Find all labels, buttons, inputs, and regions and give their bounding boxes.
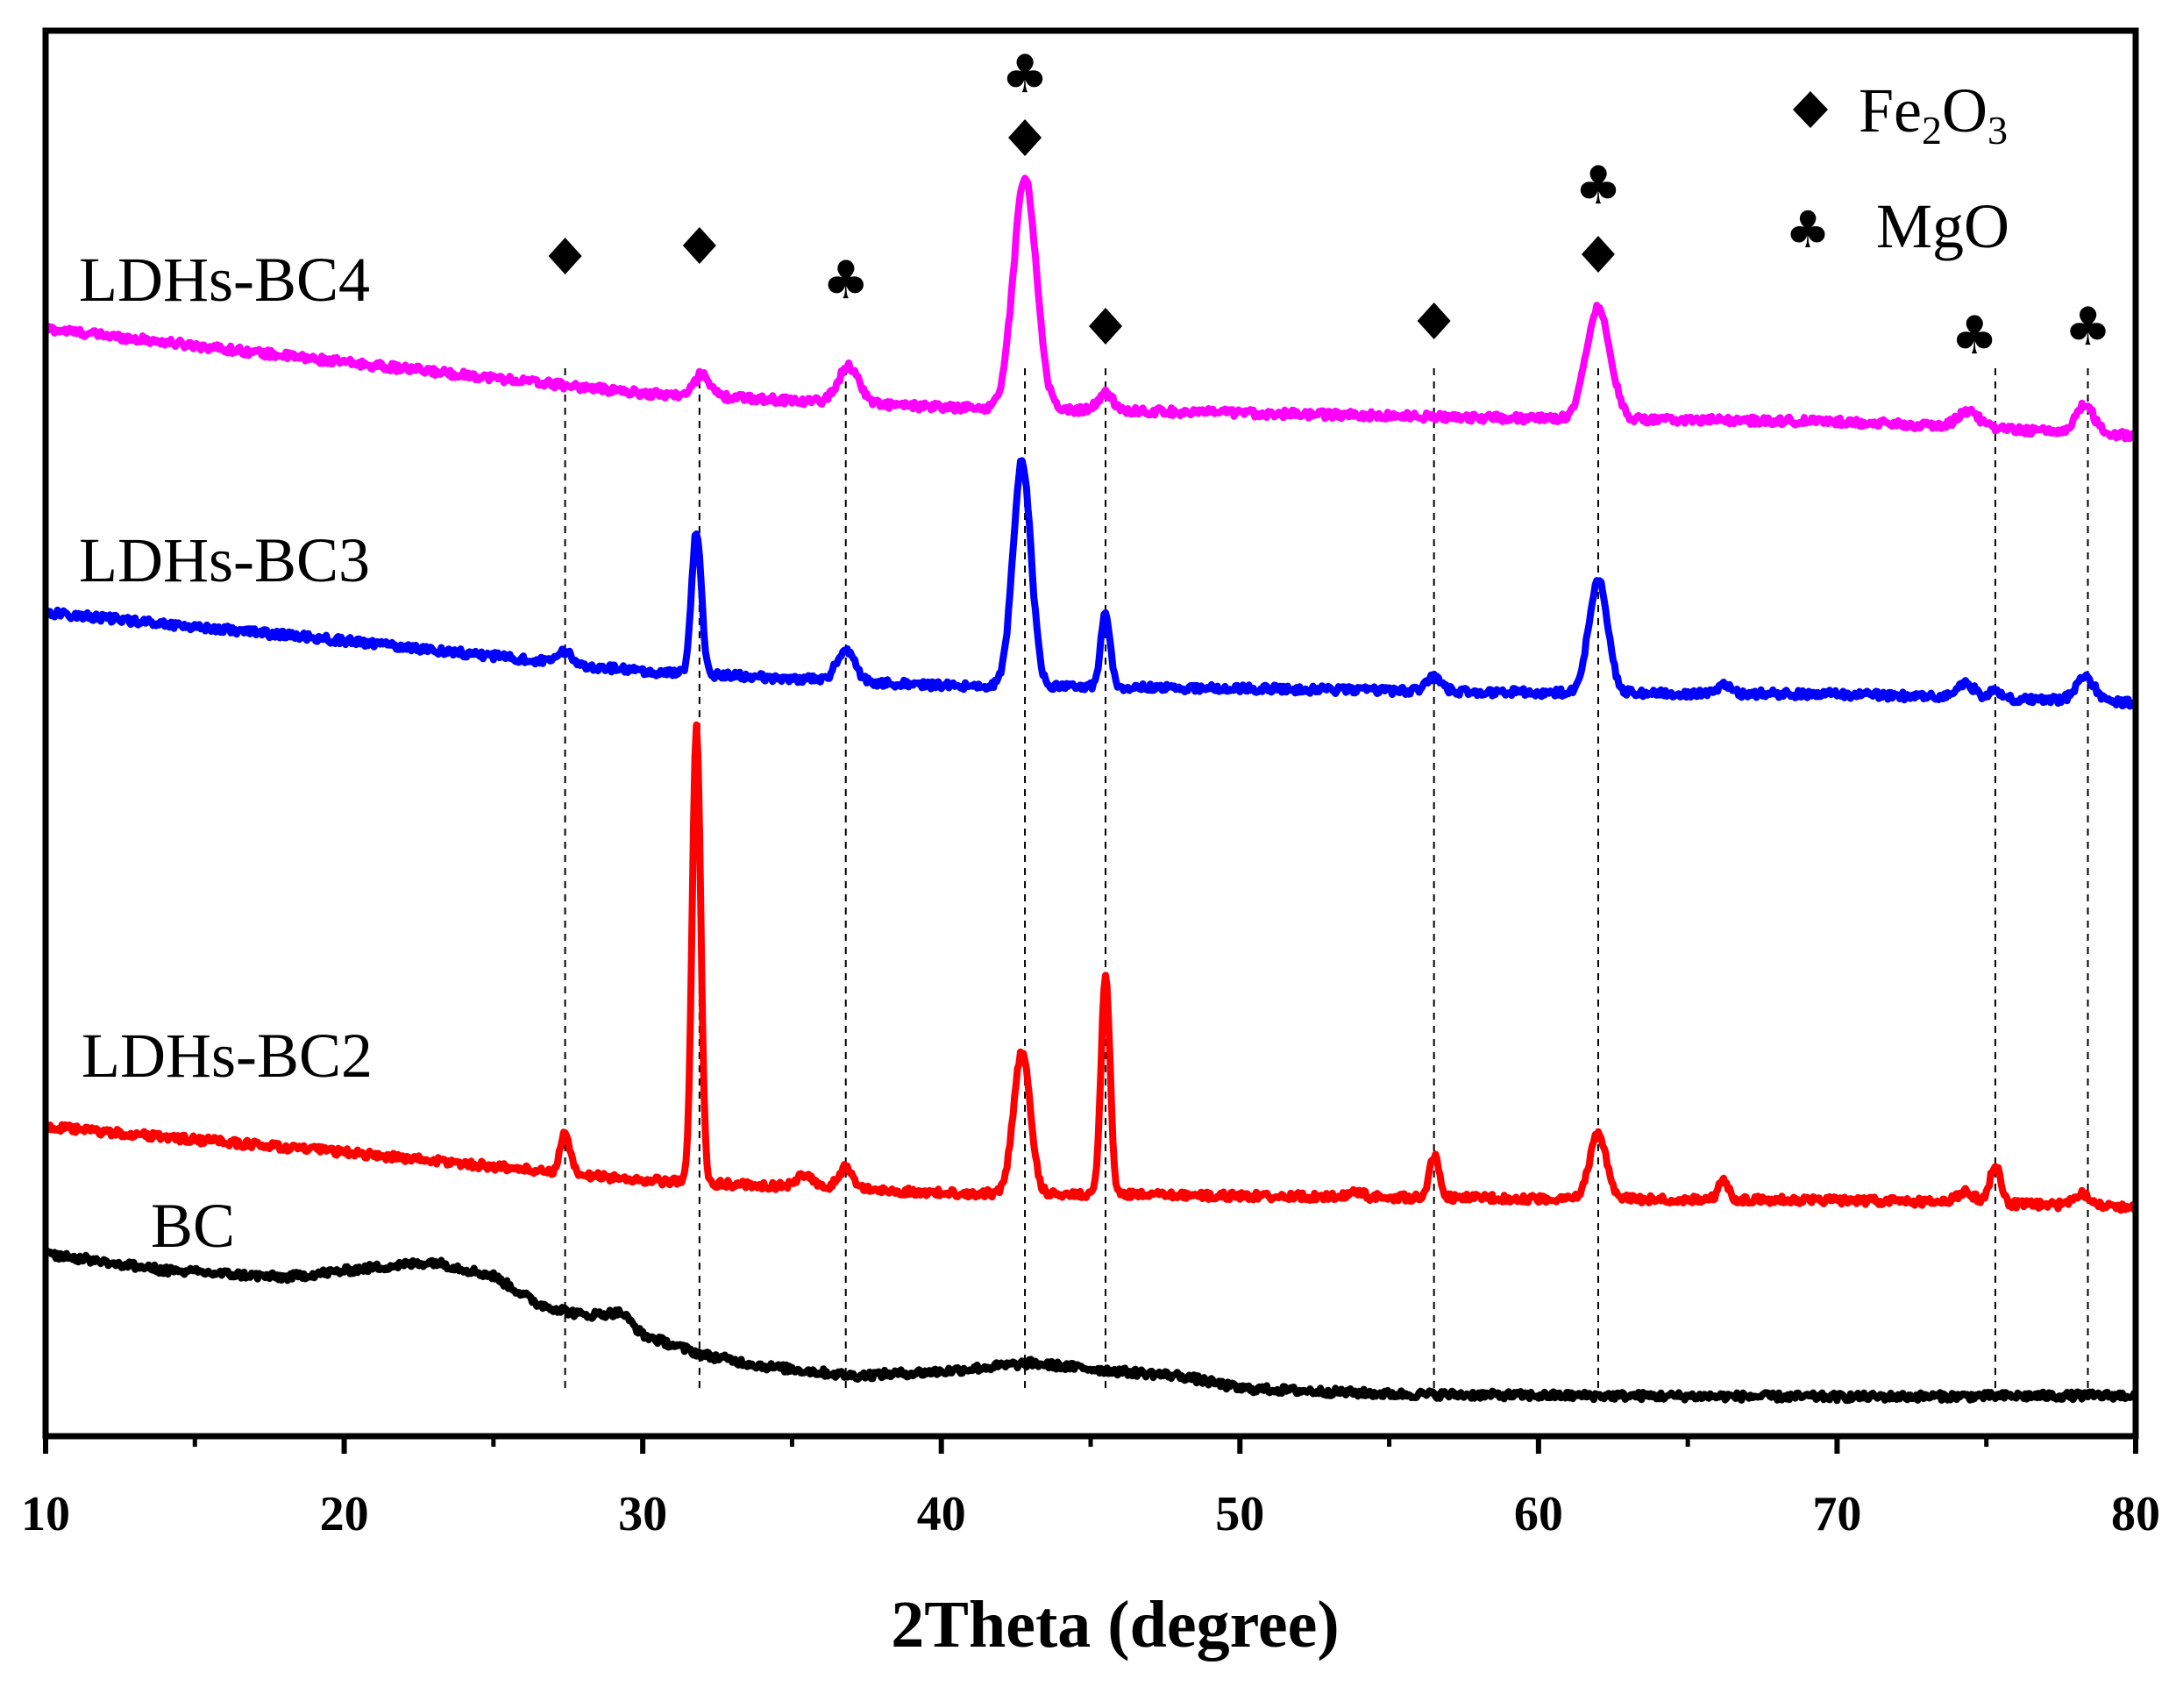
legend-mgo-symbol: ♣ — [1785, 200, 1831, 260]
phase-markers: ♣ ♣ ♣ ♣ ♣ — [548, 44, 2112, 367]
series-label-bc: BC — [151, 1191, 235, 1261]
series-line-ldhs-bc2 — [43, 721, 2138, 1214]
mgo-club-marker: ♣ — [1951, 305, 1998, 367]
series-labels: LDHs-BC4 LDHs-BC3 LDHs-BC2 BC — [79, 245, 373, 1261]
x-tick-label: 40 — [917, 1487, 966, 1541]
series-line-ldhs-bc3 — [42, 457, 2138, 710]
x-tick-label: 70 — [1812, 1487, 1861, 1541]
legend: Fe2O3 ♣ MgO — [1785, 75, 2009, 261]
series-line-ldhs-bc4 — [42, 174, 2139, 443]
series-label-ldhs-bc3: LDHs-BC3 — [79, 525, 370, 595]
mgo-club-marker: ♣ — [822, 250, 870, 311]
fe2o3-diamond-marker — [1417, 302, 1451, 339]
x-tick-label: 10 — [21, 1487, 70, 1541]
series-label-ldhs-bc2: LDHs-BC2 — [82, 1021, 373, 1091]
legend-fe2o3-label: Fe2O3 — [1859, 75, 2008, 153]
legend-fe2o3-symbol — [1793, 91, 1828, 128]
fe2o3-diamond-marker — [1581, 236, 1615, 273]
x-axis-title: 2Theta (degree) — [891, 1588, 1339, 1662]
fe2o3-diamond-marker — [682, 227, 716, 264]
fe2o3-diamond-marker — [1008, 119, 1042, 156]
x-tick-label: 50 — [1215, 1487, 1264, 1541]
mgo-club-marker: ♣ — [1001, 44, 1049, 105]
fe2o3-diamond-marker — [548, 238, 582, 274]
legend-mgo-label: MgO — [1876, 191, 2009, 261]
x-tick-label: 20 — [320, 1487, 369, 1541]
mgo-club-marker: ♣ — [1575, 155, 1622, 217]
x-tick-label: 60 — [1514, 1487, 1563, 1541]
fe2o3-diamond-marker — [1089, 308, 1123, 345]
series-layer — [42, 174, 2139, 1405]
x-tick-label: 30 — [618, 1487, 667, 1541]
series-label-ldhs-bc4: LDHs-BC4 — [79, 245, 370, 315]
x-tick-label: 80 — [2111, 1487, 2160, 1541]
x-axis-ticks: 10 20 30 40 50 60 70 80 — [21, 1436, 2160, 1541]
mgo-club-marker: ♣ — [2065, 296, 2112, 358]
series-line-bc — [43, 1247, 2139, 1405]
